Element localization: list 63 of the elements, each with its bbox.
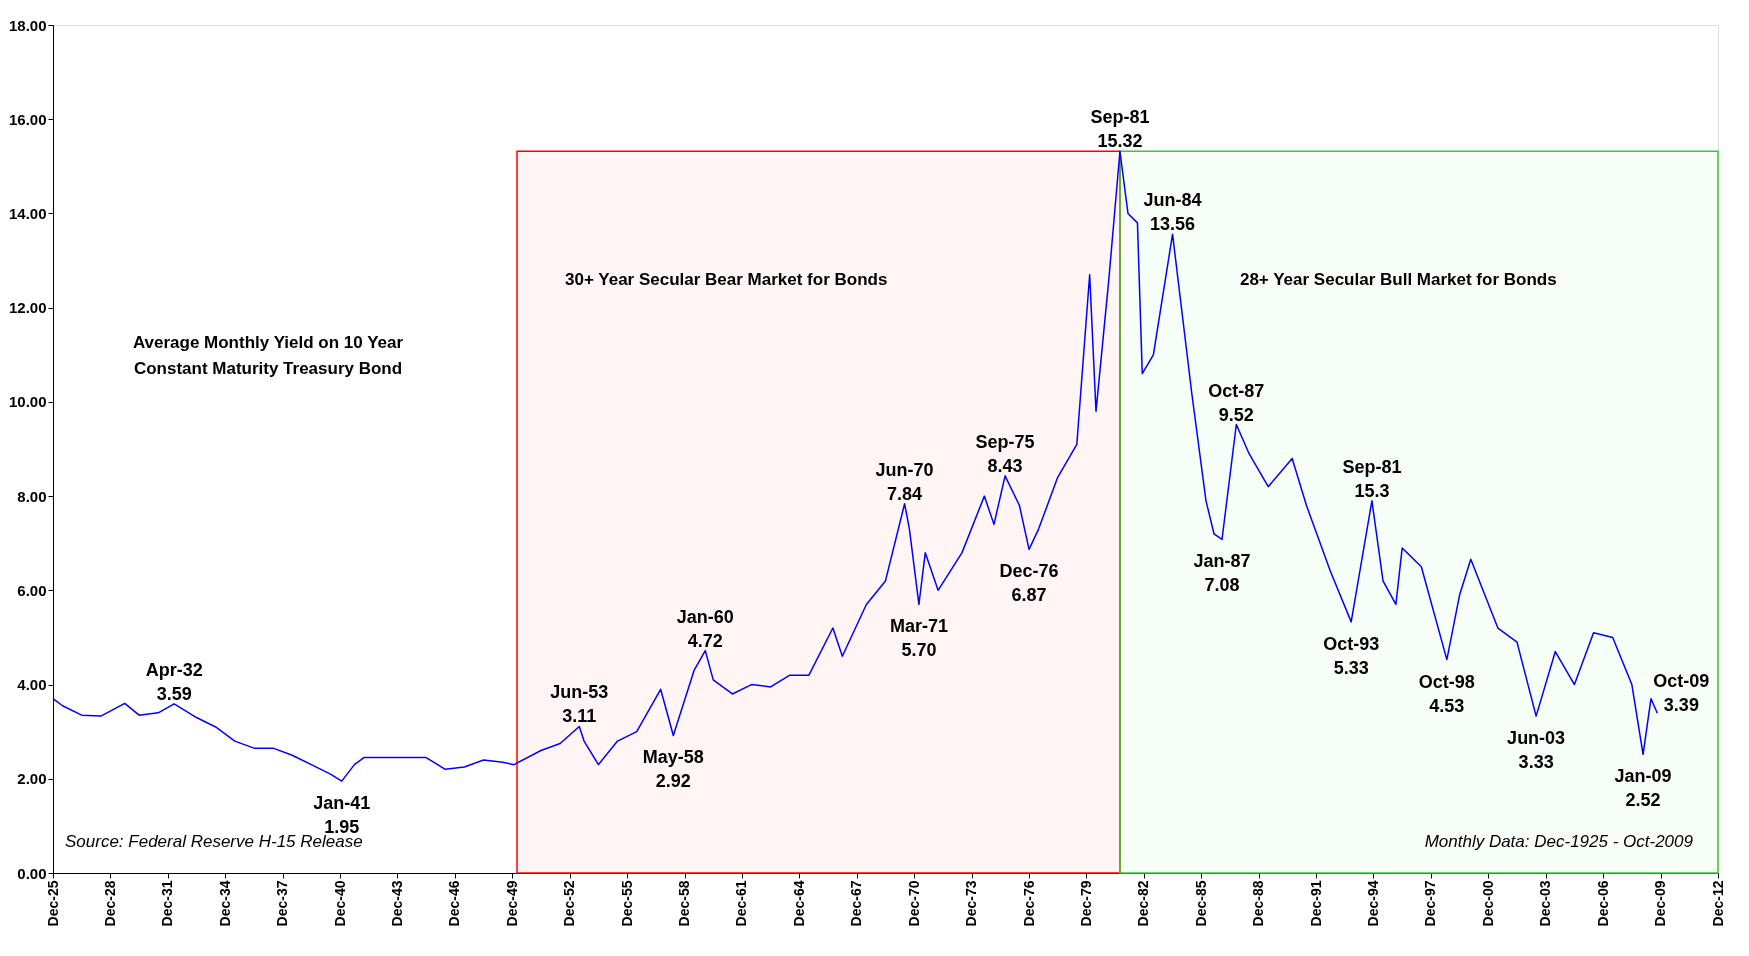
x-tick-label: Dec-34	[216, 880, 233, 927]
x-tick-label: Dec-88	[1250, 880, 1267, 927]
x-tick-label: Dec-52	[561, 880, 578, 927]
x-tick-label: Dec-28	[101, 880, 118, 927]
y-tick-label: 18.00	[8, 16, 47, 34]
x-tick-label: Dec-82	[1135, 880, 1152, 927]
y-tick-label: 14.00	[8, 204, 47, 222]
annotation: Jan-09 2.52	[1614, 766, 1672, 811]
x-tick-label: Dec-97	[1422, 880, 1439, 927]
text: Average Monthly Yield on 10 Year Constant Maturity Treasury Bond	[132, 333, 404, 378]
annotation: Monthly Data: Dec-1925 - Oct-2009	[1424, 832, 1694, 851]
y-tick-label: 16.00	[8, 110, 47, 128]
y-tick-label: 0.00	[17, 864, 47, 882]
y-tick-label: 8.00	[17, 487, 47, 505]
annotation: Sep-75 8.43	[975, 431, 1035, 476]
y-tick-label: 12.00	[8, 299, 47, 317]
x-tick-label: Dec-55	[618, 880, 635, 927]
annotation: Source: Federal Reserve H-15 Release	[65, 832, 363, 851]
annotation: Jun-03 3.33	[1507, 728, 1566, 773]
annotation: Oct-09 3.39	[1653, 671, 1710, 716]
x-tick-label: Dec-58	[676, 880, 693, 927]
annotation: Mar-71 5.70	[889, 616, 948, 661]
x-tick-label: Dec-61	[733, 880, 750, 927]
band-label: 28+ Year Secular Bull Market for Bonds	[1239, 270, 1557, 289]
y-tick-label: 2.00	[17, 770, 47, 788]
x-tick-label: Dec-06	[1594, 880, 1611, 927]
y-tick-label: 4.00	[17, 676, 47, 694]
x-tick-label: Dec-70	[905, 880, 922, 927]
annotation: Jun-53 3.11	[550, 682, 609, 727]
x-tick-label: Dec-09	[1652, 880, 1669, 927]
x-tick-label: Dec-46	[446, 880, 463, 927]
x-tick-label: Dec-76	[1020, 880, 1037, 927]
x-tick-label: Dec-49	[503, 880, 520, 927]
x-tick-label: Dec-85	[1192, 880, 1209, 927]
x-tick-label: Dec-00	[1479, 880, 1496, 927]
x-tick-label: Dec-31	[159, 880, 176, 927]
annotation: Sep-81 15.32	[1090, 107, 1150, 152]
x-tick-label: Dec-67	[848, 880, 865, 927]
x-tick-label: Dec-43	[388, 880, 405, 927]
annotation: Oct-87 9.52	[1208, 380, 1265, 425]
annotation: Apr-32 3.59	[145, 659, 203, 704]
y-tick-label: 10.00	[8, 393, 47, 411]
annotation: Oct-98 4.53	[1418, 671, 1475, 716]
annotation: Jun-70 7.84	[875, 459, 934, 504]
x-tick-label: Dec-12	[1709, 880, 1726, 927]
x-tick-label: Dec-79	[1077, 880, 1094, 927]
x-tick-label: Dec-37	[274, 880, 291, 927]
x-tick-label: Dec-73	[963, 880, 980, 927]
y-tick-label: 6.00	[17, 581, 47, 599]
x-tick-label: Dec-25	[44, 880, 61, 927]
x-tick-label: Dec-64	[790, 880, 807, 927]
annotation: Jun-84 13.56	[1143, 190, 1202, 235]
annotation: Jan-87 7.08	[1193, 551, 1251, 596]
annotation: Oct-93 5.33	[1323, 633, 1380, 678]
annotation: May-58 2.92	[642, 747, 704, 792]
band-label: 30+ Year Secular Bear Market for Bonds	[565, 270, 888, 289]
x-tick-label: Dec-03	[1537, 880, 1554, 927]
x-tick-label: Dec-91	[1307, 880, 1324, 927]
annotation: Dec-76 6.87	[999, 561, 1059, 606]
x-tick-label: Dec-40	[331, 880, 348, 927]
annotation: Jan-60 4.72	[676, 606, 734, 651]
annotation: Sep-81 15.3	[1342, 456, 1402, 501]
x-tick-label: Dec-94	[1364, 880, 1381, 927]
